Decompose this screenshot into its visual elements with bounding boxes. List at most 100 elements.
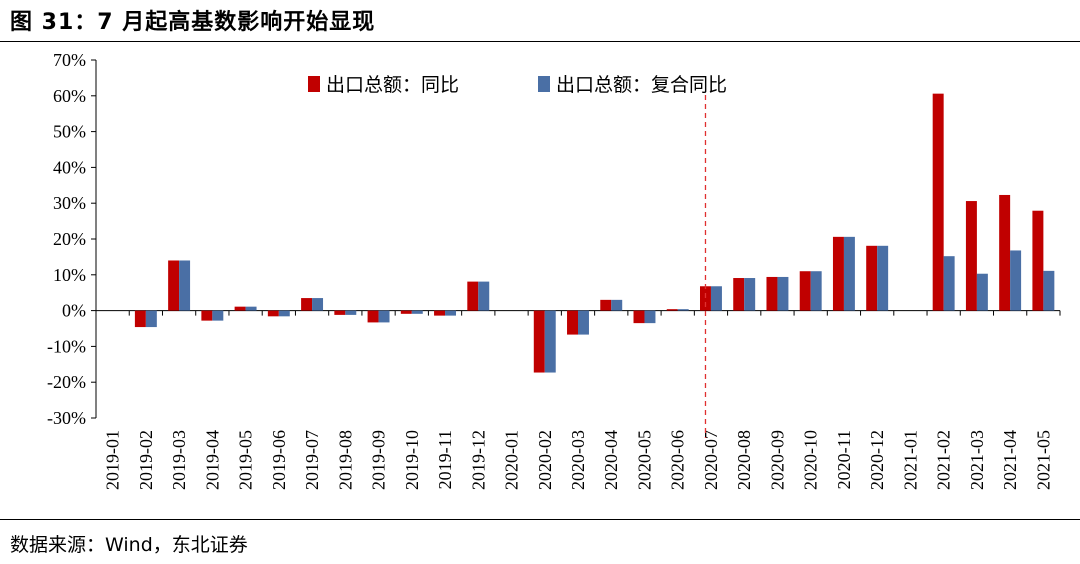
x-tick-label: 2019-03 [169,430,189,490]
x-tick-label: 2020-10 [801,430,821,490]
bar-yoy [666,309,678,311]
bar-compound-yoy [245,306,257,311]
source-note: 数据来源：Wind，东北证券 [10,534,248,556]
y-tick-label: 70% [53,50,86,70]
bar-compound-yoy [578,310,589,335]
bar-yoy [699,286,711,311]
bar-compound-yoy [345,310,357,315]
y-axis: -30% -20% -10% 0% 10% 20% 30% 40% 50% 60% 70% [47,50,97,428]
x-tick-label: 2020-12 [867,430,887,490]
legend-label: 出口总额：同比 [326,74,459,96]
x-tick-label: 2020-05 [634,430,654,490]
y-tick-label: 50% [53,122,86,142]
x-tick-label: 2021-02 [934,430,954,490]
x-tick-label: 2021-05 [1033,430,1053,490]
bar-yoy [1032,210,1044,311]
x-tick-label: 2020-11 [834,430,854,489]
bar-yoy [567,310,578,335]
x-tick-label: 2019-07 [302,430,322,490]
bar-compound-yoy [278,310,290,317]
legend-swatch [538,76,550,92]
bar-yoy [434,310,446,316]
bar-chart: -30% -20% -10% 0% 10% 20% 30% 40% 50% 60% 70% 2019… [47,50,1061,490]
bar-compound-yoy [710,286,722,311]
legend-swatch [308,76,320,92]
bar-yoy [400,310,412,314]
bar-compound-yoy [145,310,157,328]
bar-yoy [799,271,811,311]
bar-compound-yoy [677,309,689,311]
bar-compound-yoy [445,310,457,316]
y-tick-label: 30% [53,193,86,213]
bar-yoy [234,306,246,311]
bar-compound-yoy [478,281,490,311]
bar-compound-yoy [976,273,988,311]
x-tick-label: 2020-03 [568,430,588,490]
bar-yoy [367,310,379,323]
bar-compound-yoy [943,256,955,311]
bar-compound-yoy [1010,250,1022,311]
x-tick-label: 2020-07 [701,430,721,490]
title-rule [0,41,1080,42]
bars [134,93,1055,373]
bar-yoy [866,245,878,311]
bar-compound-yoy [411,310,423,314]
bar-compound-yoy [843,236,855,311]
bar-compound-yoy [212,310,224,321]
bar-yoy [832,236,844,311]
x-tick-label: 2019-04 [202,430,222,490]
y-tick-label: -20% [47,372,86,392]
bar-compound-yoy [611,299,623,311]
bar-yoy [766,276,778,311]
x-tick-label: 2020-02 [535,430,555,490]
legend: 出口总额：同比 出口总额：复合同比 [308,74,727,96]
bar-compound-yoy [544,310,556,373]
figure-title: 图 31：7 月起高基数影响开始显现 [10,10,376,35]
y-tick-label: 60% [53,86,86,106]
bar-yoy [201,310,213,321]
x-tick-label: 2020-06 [668,430,688,490]
x-tick-label: 2019-01 [103,430,123,490]
source-rule [0,519,1080,520]
bar-yoy [467,281,479,311]
bar-compound-yoy [810,271,822,311]
x-tick-label: 2021-01 [900,430,920,490]
bar-compound-yoy [1043,270,1055,311]
bar-compound-yoy [644,310,656,324]
x-tick-label: 2020-09 [767,430,787,490]
bar-yoy [999,194,1011,311]
x-tick-label: 2020-01 [502,430,522,490]
x-tick-label: 2019-06 [269,430,289,490]
bar-yoy [168,260,180,311]
x-tick-label: 2020-04 [601,430,621,490]
x-tick-label: 2019-10 [402,430,422,490]
bar-compound-yoy [312,298,324,311]
x-tick-label: 2020-08 [734,430,754,490]
bar-yoy [267,310,279,317]
bar-compound-yoy [744,278,756,311]
x-tick-label: 2019-09 [369,430,389,490]
y-tick-label: -10% [47,336,86,356]
bar-yoy [733,278,745,311]
x-tick-label: 2019-08 [335,430,355,490]
x-axis: 2019-01 2019-02 2019-03 2019-04 2019-05 2019-… [95,310,1061,490]
bar-compound-yoy [777,276,789,311]
bar-yoy [134,310,146,328]
x-tick-label: 2019-05 [236,430,256,490]
bar-yoy [633,310,645,324]
bar-yoy [334,310,346,315]
y-tick-label: 40% [53,157,86,177]
x-tick-label: 2019-11 [435,430,455,489]
bar-compound-yoy [179,260,191,311]
y-tick-label: 20% [53,229,86,249]
y-tick-label: -30% [47,408,86,428]
bar-yoy [932,93,944,311]
bar-compound-yoy [877,245,889,311]
bar-yoy [965,201,977,311]
y-tick-label: 0% [62,301,86,321]
x-tick-label: 2019-02 [136,430,156,490]
x-tick-label: 2021-04 [1000,430,1020,490]
legend-label: 出口总额：复合同比 [556,74,727,96]
y-tick-label: 10% [53,265,86,285]
bar-yoy [600,299,612,311]
